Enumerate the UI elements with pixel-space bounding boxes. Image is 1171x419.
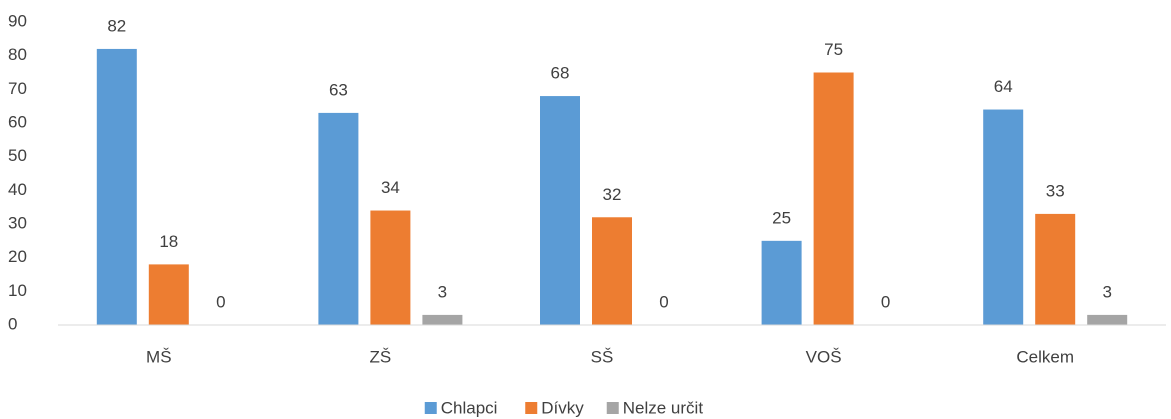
data-label: 68 xyxy=(551,64,570,83)
bar xyxy=(1035,213,1076,325)
bar xyxy=(592,217,632,325)
x-tick-label: SŠ xyxy=(591,347,614,366)
x-tick-label: VOŠ xyxy=(806,347,842,366)
data-label: 33 xyxy=(1046,181,1065,200)
data-label: 18 xyxy=(159,232,178,251)
data-label: 0 xyxy=(659,292,668,311)
x-tick-label: ZŠ xyxy=(370,347,392,366)
bar xyxy=(370,210,411,325)
data-label: 82 xyxy=(107,16,126,35)
y-tick-label: 0 xyxy=(8,314,17,333)
bar xyxy=(148,264,189,325)
data-label: 25 xyxy=(772,208,791,227)
y-tick-label: 70 xyxy=(8,79,27,98)
bar xyxy=(540,96,580,325)
bar xyxy=(983,109,1024,326)
data-label: 75 xyxy=(824,40,843,59)
data-label: 3 xyxy=(438,282,447,301)
data-label: 64 xyxy=(994,77,1013,96)
legend-label: Chlapci xyxy=(441,398,498,417)
legend-swatch xyxy=(424,402,437,414)
x-tick-label: MŠ xyxy=(146,347,172,366)
y-tick-label: 60 xyxy=(8,112,27,131)
y-tick-label: 90 xyxy=(8,11,27,30)
y-tick-label: 20 xyxy=(8,247,27,266)
legend-label: Dívky xyxy=(541,398,584,417)
y-tick-label: 30 xyxy=(8,213,27,232)
data-label: 3 xyxy=(1102,282,1111,301)
y-tick-label: 80 xyxy=(8,45,27,64)
bar xyxy=(422,314,463,325)
y-tick-label: 40 xyxy=(8,180,27,199)
y-tick-label: 10 xyxy=(8,281,27,300)
data-label: 0 xyxy=(881,292,890,311)
bar xyxy=(1087,314,1128,325)
data-label: 63 xyxy=(329,80,348,99)
legend-swatch xyxy=(606,402,619,414)
y-tick-label: 50 xyxy=(8,146,27,165)
bar xyxy=(761,240,802,325)
bar xyxy=(318,112,359,326)
x-tick-label: Celkem xyxy=(1016,347,1074,366)
data-label: 32 xyxy=(603,185,622,204)
legend-swatch xyxy=(525,402,538,414)
bar xyxy=(813,72,854,325)
data-label: 0 xyxy=(216,292,225,311)
bar xyxy=(96,48,137,325)
legend-label: Nelze určit xyxy=(623,398,704,417)
data-label: 34 xyxy=(381,178,400,197)
